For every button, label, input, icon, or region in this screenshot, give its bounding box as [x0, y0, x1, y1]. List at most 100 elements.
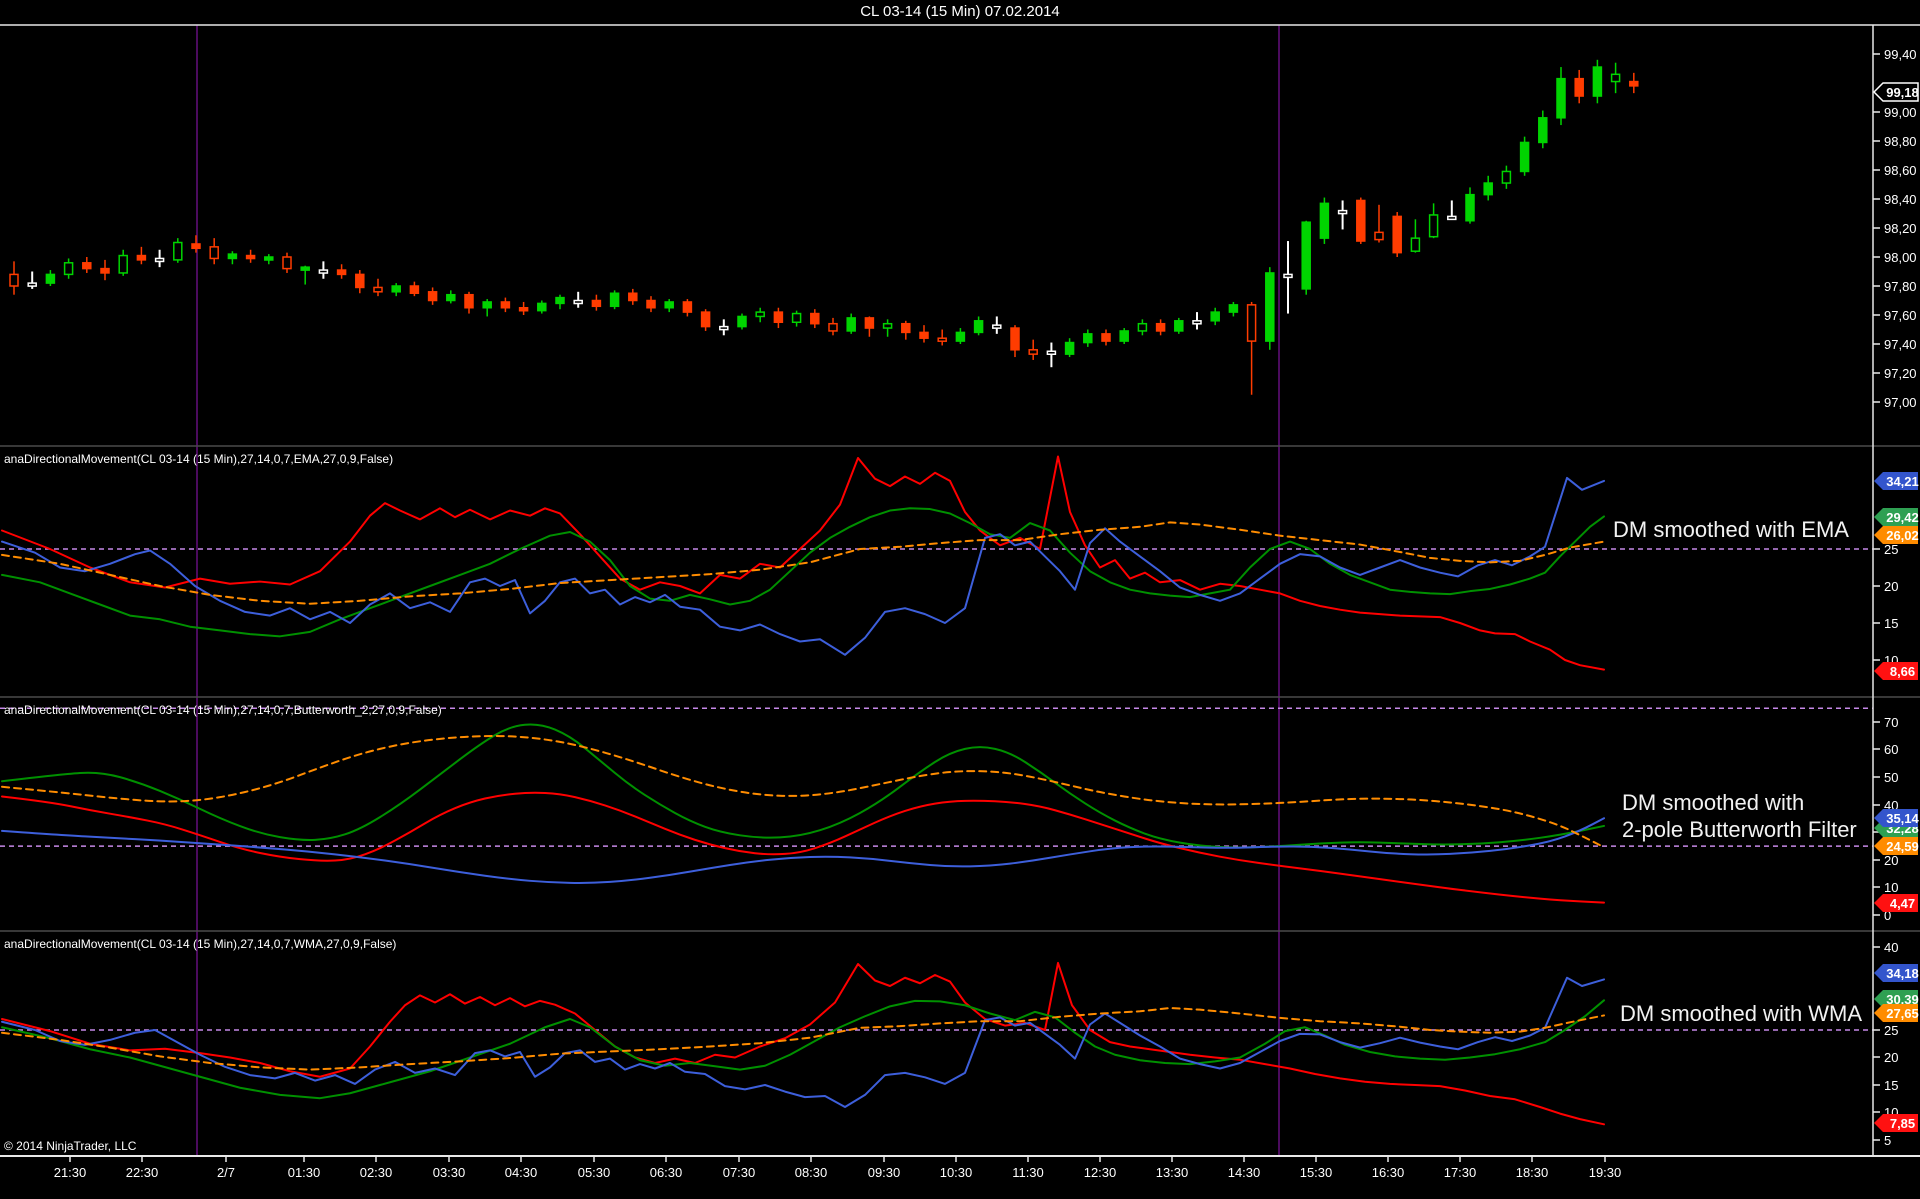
candle-body — [1064, 341, 1075, 355]
candle-body — [245, 254, 256, 260]
candle-body — [882, 322, 893, 329]
indicator-line--dm-panel4 — [1, 961, 1605, 1126]
candle-body — [1210, 311, 1220, 322]
candle-body — [664, 301, 674, 309]
axis-tick-label: 20 — [1884, 579, 1898, 594]
candle-body — [173, 241, 183, 261]
candle-body — [336, 269, 347, 276]
candle-body — [591, 299, 602, 308]
value-badge — [1874, 662, 1918, 680]
annotation-butterworth[interactable]: DM smoothed with 2-pole Butterworth Filt… — [1622, 790, 1857, 842]
time-tick-label: 12:30 — [1084, 1165, 1117, 1180]
candle-body — [1265, 272, 1275, 342]
candle-body — [446, 293, 456, 302]
axis-tick-label: 70 — [1884, 715, 1898, 730]
candle-body — [1028, 349, 1038, 355]
candle-body — [154, 257, 165, 263]
candle-body — [737, 315, 747, 328]
candle-body — [1610, 73, 1621, 83]
axis-tick-label: 20 — [1884, 853, 1898, 868]
candle-body — [1629, 80, 1639, 87]
value-badge-text: 29,42 — [1886, 510, 1919, 525]
time-tick-label: 15:30 — [1300, 1165, 1333, 1180]
value-badge — [1874, 837, 1918, 855]
value-badge-text: 24,59 — [1886, 839, 1919, 854]
candle-body — [901, 322, 911, 334]
candle-body — [1174, 320, 1184, 332]
value-badge — [1872, 82, 1919, 102]
candle-body — [1428, 214, 1439, 238]
value-badge — [1874, 990, 1918, 1008]
value-badge — [1874, 964, 1918, 982]
candle-body — [118, 254, 128, 274]
candle-body — [992, 324, 1002, 329]
candle-body — [1483, 182, 1493, 196]
time-tick-label: 01:30 — [288, 1165, 321, 1180]
candle-body — [1465, 193, 1475, 222]
indicator-label-ema: anaDirectionalMovement(CL 03-14 (15 Min)… — [4, 452, 394, 466]
candle-body — [1538, 117, 1548, 144]
indicator-line-avg-panel2 — [1, 521, 1605, 605]
candle-body — [191, 243, 201, 250]
candle-body — [1501, 170, 1512, 184]
axis-tick-label: 20 — [1884, 1050, 1898, 1065]
candle-body — [82, 262, 92, 270]
value-badge-text: 34,18 — [1886, 966, 1919, 981]
candle-body — [1319, 202, 1330, 239]
chart-title: CL 03-14 (15 Min) 07.02.2014 — [860, 3, 1060, 20]
value-badge-text: 27,65 — [1886, 1006, 1919, 1021]
value-badge-text: 7,85 — [1890, 1116, 1915, 1131]
time-tick-label: 04:30 — [505, 1165, 538, 1180]
candle-body — [1519, 141, 1530, 173]
value-badge — [1874, 1004, 1918, 1022]
indicator-line-avg-panel4 — [1, 1007, 1605, 1071]
candle-body — [1010, 327, 1020, 351]
candle-body — [700, 311, 711, 328]
candle-body — [755, 311, 765, 318]
candle-body — [482, 301, 492, 309]
value-badge — [1874, 526, 1918, 544]
copyright-text: © 2014 NinjaTrader, LLC — [4, 1139, 137, 1153]
candle-body — [227, 253, 238, 260]
indicator-label-wma: anaDirectionalMovement(CL 03-14 (15 Min)… — [4, 937, 397, 951]
time-tick-label: 16:30 — [1372, 1165, 1405, 1180]
candle-body — [1337, 209, 1348, 215]
value-badge-text: 4,47 — [1890, 896, 1915, 911]
candle-body — [628, 292, 638, 302]
axis-tick-label: 25 — [1884, 542, 1898, 557]
time-tick-label: 05:30 — [578, 1165, 611, 1180]
annotation-wma[interactable]: DM smoothed with WMA — [1620, 1001, 1863, 1026]
candle-body — [282, 256, 292, 270]
candle-body — [1574, 77, 1584, 97]
candle-body — [1556, 77, 1566, 119]
time-tick-label: 08:30 — [795, 1165, 828, 1180]
value-badge-text: 99,18 — [1886, 85, 1919, 100]
axis-tick-label: 10 — [1884, 880, 1898, 895]
axis-tick-label: 0 — [1884, 908, 1891, 923]
candle-body — [318, 269, 329, 274]
candle-body — [1155, 322, 1166, 332]
candle-body — [1447, 215, 1457, 221]
candle-body — [682, 301, 693, 313]
candle-body — [719, 325, 729, 331]
annotation-ema[interactable]: DM smoothed with EMA — [1613, 517, 1849, 542]
time-tick-label: 07:30 — [723, 1165, 756, 1180]
candle-body — [1083, 333, 1093, 344]
value-badge-text: 8,66 — [1890, 664, 1915, 679]
indicator-line-adx-panel3 — [1, 817, 1605, 884]
indicator-line-avg-panel3 — [1, 735, 1605, 849]
candle-body — [391, 285, 401, 293]
axis-tick-label: 50 — [1884, 770, 1898, 785]
candle-body — [955, 331, 966, 342]
value-badge — [1874, 472, 1918, 490]
candle-body — [1246, 304, 1257, 342]
axis-tick-label: 98,20 — [1884, 221, 1917, 236]
axis-tick-label: 15 — [1884, 1078, 1898, 1093]
axis-tick-label: 97,20 — [1884, 366, 1917, 381]
time-tick-label: 02:30 — [360, 1165, 393, 1180]
value-badge — [1874, 894, 1918, 912]
candle-body — [1592, 66, 1603, 97]
axis-tick-label: 98,40 — [1884, 192, 1917, 207]
